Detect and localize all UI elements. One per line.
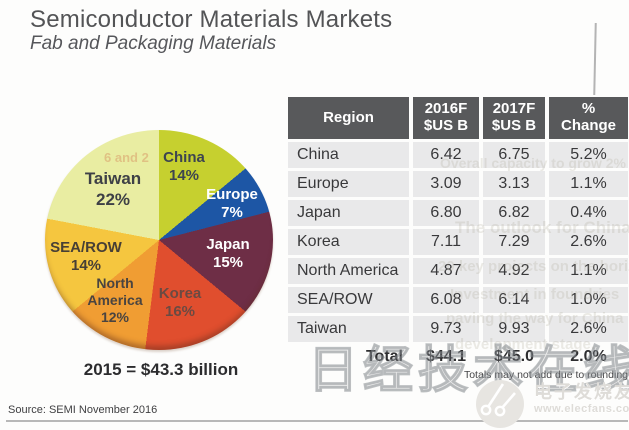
table-cell-2016: 6.42	[413, 142, 479, 168]
table-cell-region: Taiwan	[288, 316, 409, 342]
pie-label-text: SEA/ROW	[50, 239, 122, 256]
col-header-region: Region	[288, 97, 409, 139]
col-header-pct-change: % Change	[549, 97, 628, 139]
header-line: $US B	[491, 117, 537, 134]
total-2016: $44.1	[425, 348, 467, 365]
pie-label-china: China 14%	[152, 149, 216, 186]
table-total-row: Total $44.1 $45.0 2.0%	[288, 346, 628, 368]
table-cell-region: China	[288, 142, 409, 168]
region-forecast-table: Region 2016F $US B 2017F $US B % Change …	[288, 97, 628, 342]
table-cell-region: Japan	[288, 200, 409, 226]
total-2017: $45.0	[493, 348, 535, 365]
page-title: Semiconductor Materials Markets	[30, 6, 393, 33]
table-cell-2016: 4.87	[413, 258, 479, 284]
pie-label-text: Europe	[206, 186, 258, 203]
col-header-2017f: 2017F $US B	[483, 97, 545, 139]
header-line: Change	[560, 117, 616, 134]
table-cell-change: 1.1%	[549, 258, 628, 284]
table-cell-region: Korea	[288, 229, 409, 255]
watermark-logo-url: www.elecfans.com	[534, 402, 629, 415]
table-footnote: Totals may not add due to rounding	[463, 369, 628, 381]
col-header-2016f: 2016F $US B	[413, 97, 479, 139]
table-cell-2016: 9.73	[413, 316, 479, 342]
source-citation: Source: SEMI November 2016	[8, 404, 158, 416]
header-line: %	[581, 100, 596, 118]
table-cell-region: Europe	[288, 171, 409, 197]
page-subtitle: Fab and Packaging Materials	[30, 33, 277, 54]
header-line: Region	[323, 108, 374, 126]
pie-label-taiwan: Taiwan 22%	[73, 169, 153, 210]
total-change: 2.0%	[570, 348, 607, 365]
table-cell-change: 1.0%	[549, 287, 628, 313]
pie-label-text: North	[96, 275, 134, 291]
table-cell-change: 2.6%	[549, 229, 628, 255]
table-cell-region: SEA/ROW	[288, 287, 409, 313]
table-cell-change: 5.2%	[549, 142, 628, 168]
table-cell-change: 2.6%	[549, 316, 628, 342]
table-cell-region: North America	[288, 258, 409, 284]
pie-label-text: Japan	[206, 236, 250, 253]
pie-label-pct: 14%	[70, 257, 102, 275]
pie-label-pct: 14%	[168, 167, 200, 185]
table-cell-2016: 6.08	[413, 287, 479, 313]
pie-label-pct: 15%	[212, 254, 244, 272]
header-line: $US B	[423, 117, 469, 134]
pie-label-text: Taiwan	[84, 169, 142, 188]
pie-label-pct: 12%	[100, 309, 130, 326]
table-cell-2017: 6.14	[483, 287, 545, 313]
watermark-logo-texts: 电子发烧友 www.elecfans.com	[534, 382, 629, 415]
table-cell-2016: 3.09	[413, 171, 479, 197]
pie-label-europe: Europe 7%	[199, 186, 265, 223]
table-cell-2017: 6.75	[483, 142, 545, 168]
total-label: Total	[365, 348, 403, 365]
pie-label-japan: Japan 15%	[196, 236, 260, 273]
table-cell-2017: 9.93	[483, 316, 545, 342]
pie-total-annotation: 2015 = $43.3 billion	[83, 360, 239, 379]
table-cell-change: 1.1%	[549, 171, 628, 197]
table-cell-2016: 6.80	[413, 200, 479, 226]
pie-label-text: America	[87, 292, 143, 309]
page-edge-line	[593, 22, 597, 96]
pie-label-pct: 7%	[221, 204, 243, 222]
pie-label-pct: 22%	[95, 189, 131, 209]
table-cell-2016: 7.11	[413, 229, 479, 255]
table-cell-2017: 6.82	[483, 200, 545, 226]
table-cell-2017: 4.92	[483, 258, 545, 284]
footer-divider	[6, 420, 628, 422]
pie-label-north-america: North America 12%	[83, 275, 147, 326]
table-cell-2017: 3.13	[483, 171, 545, 197]
header-line: 2016F	[424, 100, 468, 118]
pie-label-text: Korea	[158, 285, 202, 302]
pie-label-searow: SEA/ROW 14%	[48, 239, 124, 276]
pie-label-text: China	[163, 149, 205, 166]
pie-label-korea: Korea 16%	[148, 285, 212, 322]
watermark-logo-name: 电子发烧友	[534, 382, 629, 402]
header-line: 2017F	[492, 100, 536, 118]
pie-label-pct: 16%	[164, 303, 196, 321]
table-cell-2017: 7.29	[483, 229, 545, 255]
ghost-bleed-text: 6 and 2	[104, 150, 149, 165]
pie-chart	[45, 130, 273, 350]
table-cell-change: 0.4%	[549, 200, 628, 226]
